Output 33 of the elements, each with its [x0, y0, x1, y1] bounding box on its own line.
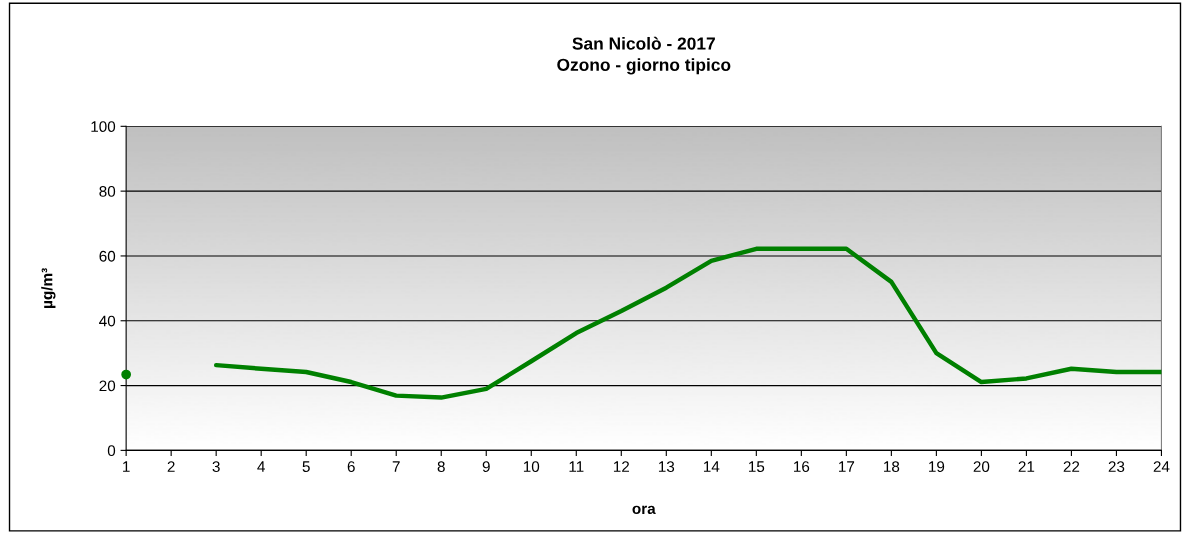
x-tick-label: 22: [1063, 461, 1080, 472]
x-tick-label: 9: [482, 461, 490, 473]
y-tick-label: 60: [99, 250, 116, 262]
x-tick-label: 21: [1018, 461, 1035, 472]
x-tick-label: 11: [569, 461, 584, 472]
x-tick-label: 12: [613, 461, 630, 472]
y-tick-label: 80: [99, 186, 116, 197]
x-tick-label: 14: [703, 461, 720, 472]
chart-title: San Nicolò - 2017 Ozono - giorno tipico: [557, 36, 731, 75]
x-tick-label: 24: [1153, 461, 1170, 472]
x-tick-label: 5: [302, 461, 310, 473]
x-tick-label: 20: [973, 461, 990, 473]
y-axis-title: µg/m³: [41, 268, 56, 308]
x-tick-label: 6: [347, 461, 355, 473]
x-tick-label: 1: [123, 461, 130, 472]
y-tick-label: 20: [99, 380, 116, 392]
x-tick-label: 19: [929, 461, 945, 473]
x-tick-label: 17: [839, 461, 855, 472]
y-tick-label: 0: [107, 445, 116, 457]
x-tick-label: 8: [437, 461, 445, 473]
x-tick-label: 13: [658, 461, 675, 473]
x-tick-label: 2: [167, 461, 175, 472]
x-tick-label: 15: [748, 461, 765, 473]
x-tick-label: 3: [212, 461, 220, 473]
y-tick-label: 100: [91, 121, 116, 133]
x-tick-label: 7: [392, 461, 400, 472]
x-tick-label: 18: [884, 461, 900, 473]
x-tick-label: 16: [794, 461, 810, 473]
x-axis-title: ora: [632, 505, 656, 515]
x-tick-label: 10: [523, 461, 540, 473]
x-tick-label: 4: [257, 461, 265, 472]
x-tick-label: 23: [1108, 461, 1125, 473]
y-tick-label: 40: [99, 315, 116, 327]
